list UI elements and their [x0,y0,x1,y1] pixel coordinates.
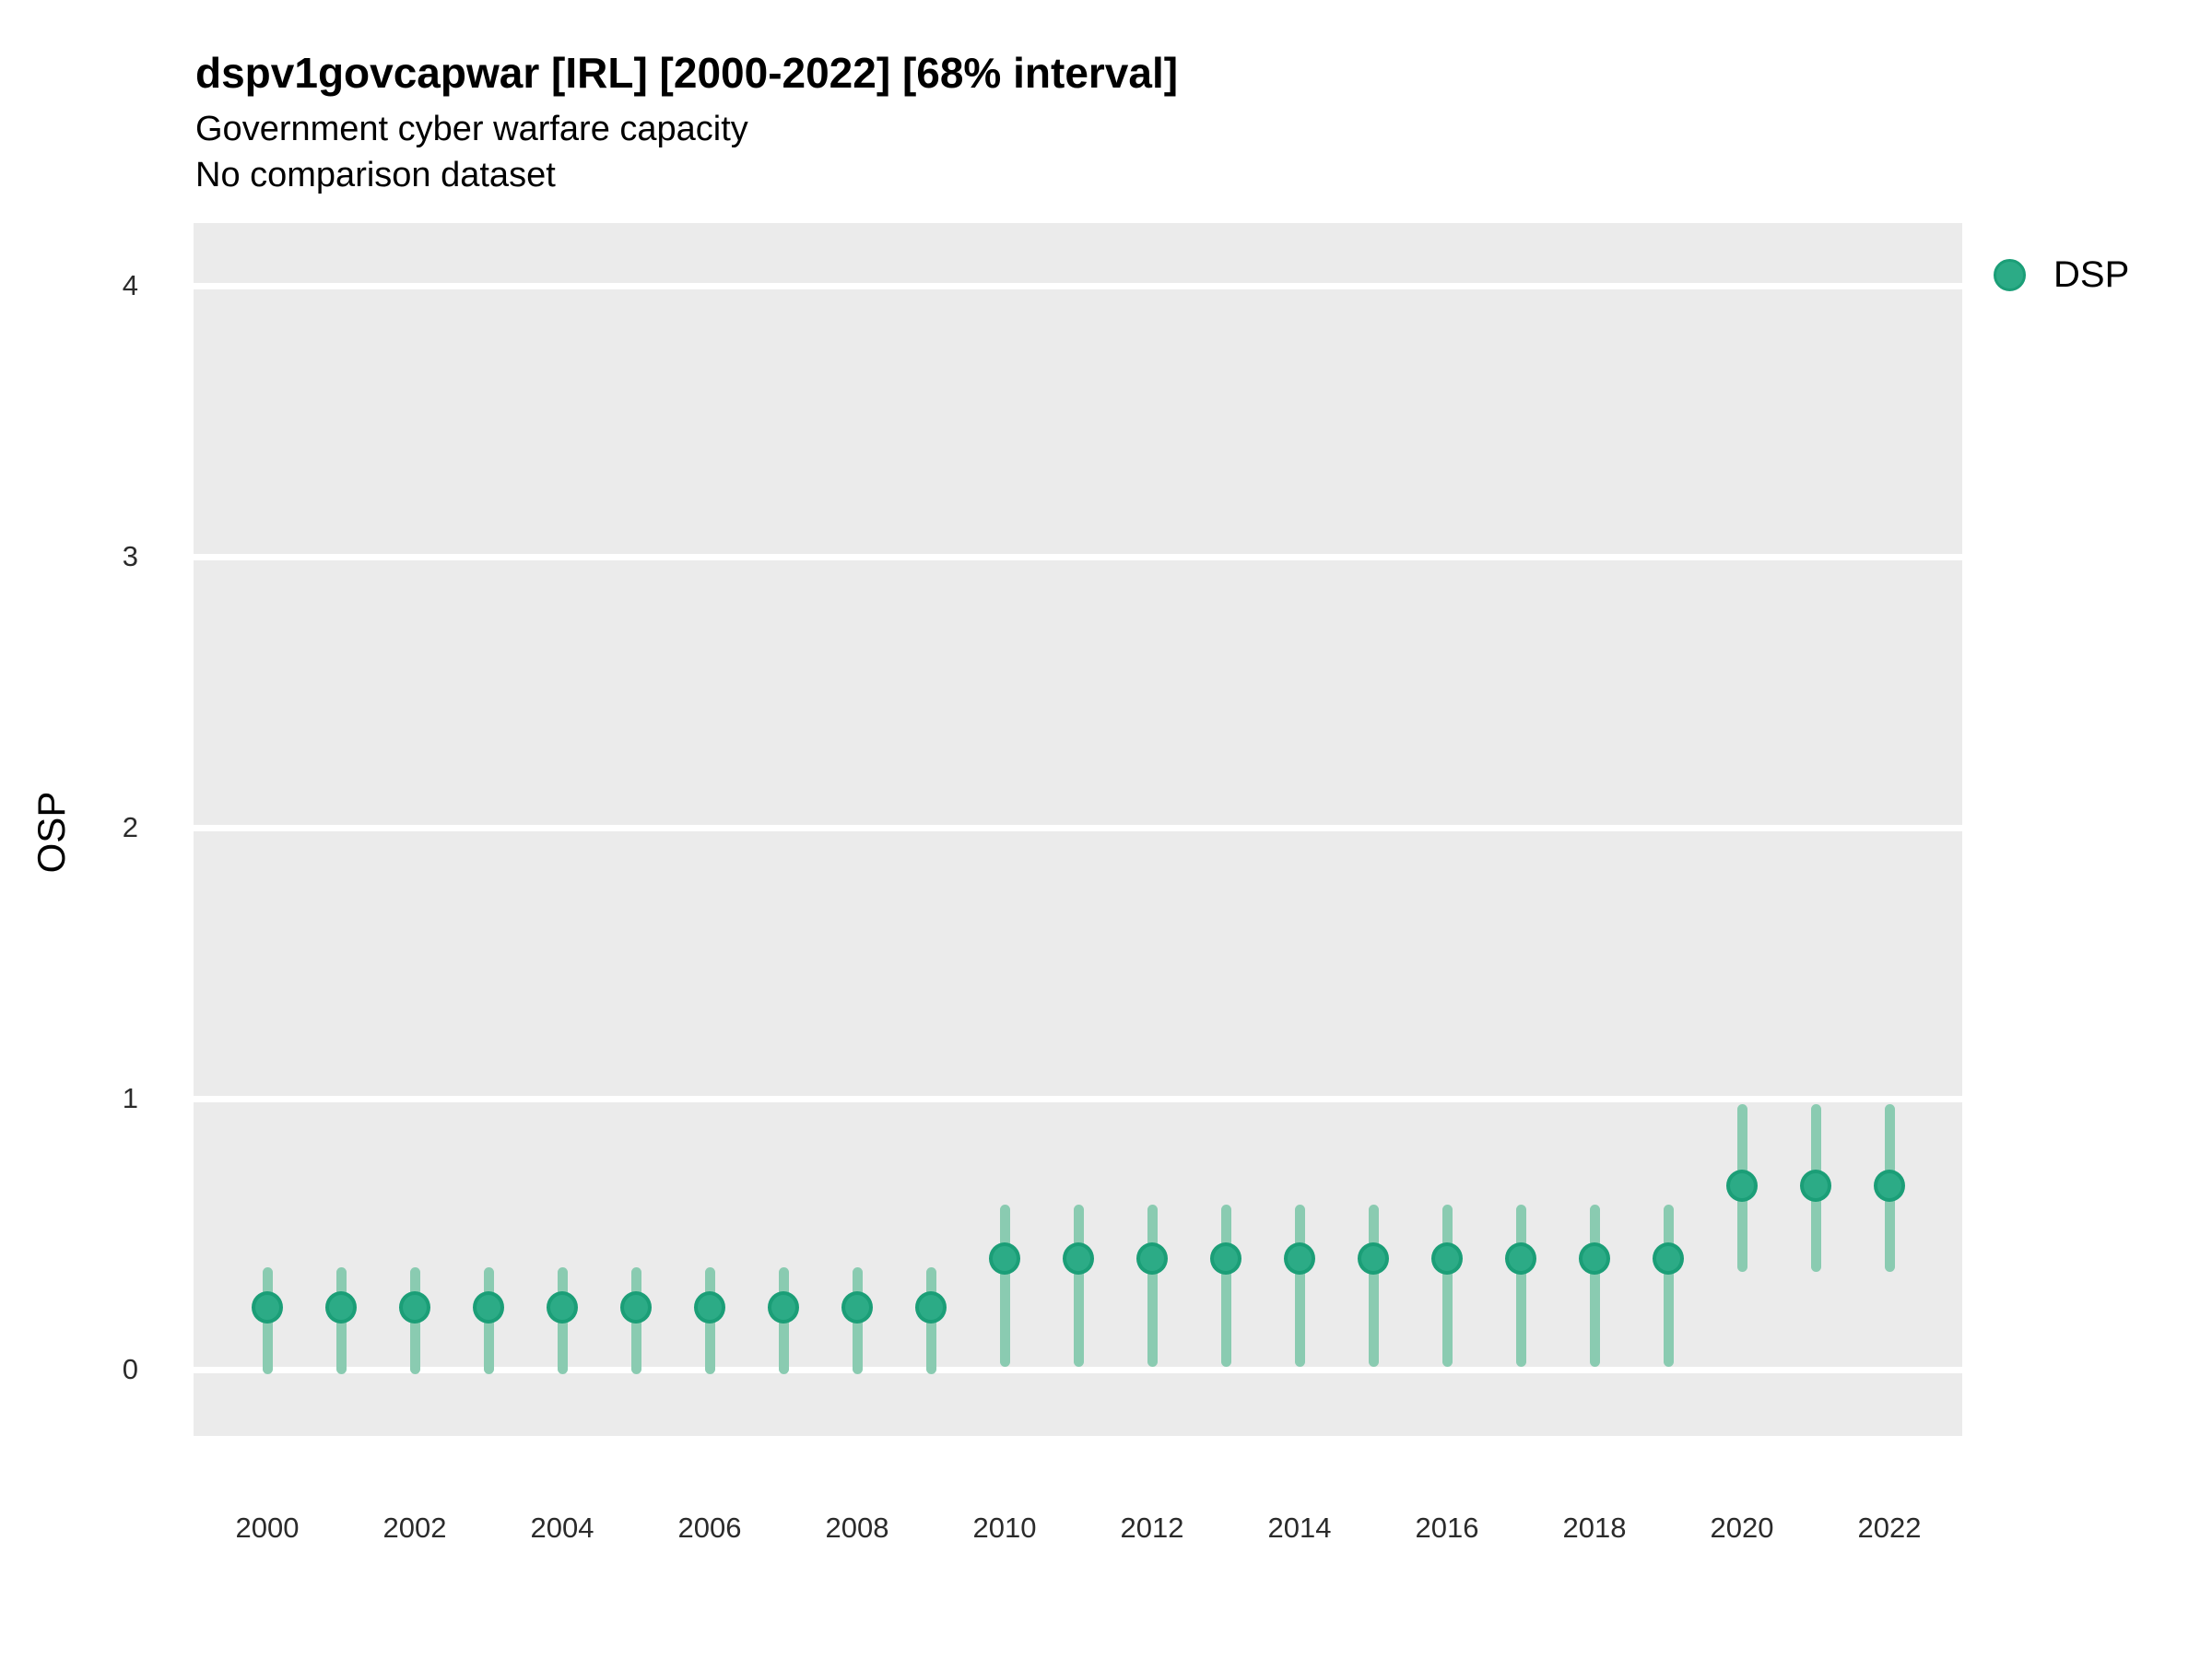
interval-bar [1441,1205,1453,1367]
interval-bar [999,1205,1010,1367]
comparison-note: No comparison dataset [195,156,556,194]
y-gridline [194,553,1962,560]
point-marker [1210,1241,1241,1275]
point-marker [1136,1241,1168,1275]
x-tick-label: 2002 [382,1512,447,1544]
x-tick-label: 2016 [1415,1512,1479,1544]
legend-key-dot-icon [1994,259,2026,291]
point-marker [473,1290,504,1324]
x-tick-label: 2012 [1120,1512,1184,1544]
point-marker [1284,1241,1315,1275]
legend-label: DSP [2053,254,2130,295]
point-marker [1505,1241,1536,1275]
y-gridline [194,282,1962,289]
point-marker [915,1290,947,1324]
point-marker [989,1241,1020,1275]
legend: DSP [1994,254,2129,296]
y-gridline [194,1366,1962,1373]
x-tick-label: 2014 [1267,1512,1332,1544]
interval-bar [1663,1205,1674,1367]
interval-bar [1368,1205,1379,1367]
point-marker [547,1290,578,1324]
y-tick-label: 0 [122,1353,138,1385]
y-tick-label: 1 [122,1082,138,1114]
x-tick-label: 2020 [1710,1512,1774,1544]
y-gridline [194,1095,1962,1102]
point-marker [252,1290,283,1324]
y-tick-label: 2 [122,811,138,843]
x-tick-label: 2018 [1562,1512,1627,1544]
x-tick-label: 2010 [972,1512,1037,1544]
interval-bar [1294,1205,1305,1367]
interval-bar [1073,1205,1084,1367]
point-marker [325,1290,357,1324]
x-tick-label: 2000 [235,1512,300,1544]
point-marker [1800,1169,1831,1202]
interval-bar [1147,1205,1158,1367]
interval-bar [1220,1205,1231,1367]
y-tick-label: 3 [122,540,138,572]
point-marker [694,1290,725,1324]
point-marker [1431,1241,1463,1275]
y-tick-label: 4 [122,269,138,301]
point-marker [768,1290,799,1324]
plot-panel [194,223,1962,1436]
point-marker [1063,1241,1094,1275]
point-marker [620,1290,652,1324]
point-marker [1726,1169,1758,1202]
point-marker [1358,1241,1389,1275]
interval-bar [1515,1205,1526,1367]
x-tick-label: 2008 [825,1512,889,1544]
x-tick-label: 2006 [677,1512,742,1544]
point-marker [841,1290,873,1324]
point-marker [1653,1241,1684,1275]
x-tick-label: 2004 [530,1512,594,1544]
x-tick-label: 2022 [1857,1512,1922,1544]
point-marker [1874,1169,1905,1202]
chart-subtitle: Government cyber warfare capacity [195,110,748,148]
y-gridline [194,824,1962,831]
chart-title: dspv1govcapwar [IRL] [2000-2022] [68% in… [195,49,1179,97]
interval-bar [1589,1205,1600,1367]
point-marker [399,1290,430,1324]
point-marker [1579,1241,1610,1275]
